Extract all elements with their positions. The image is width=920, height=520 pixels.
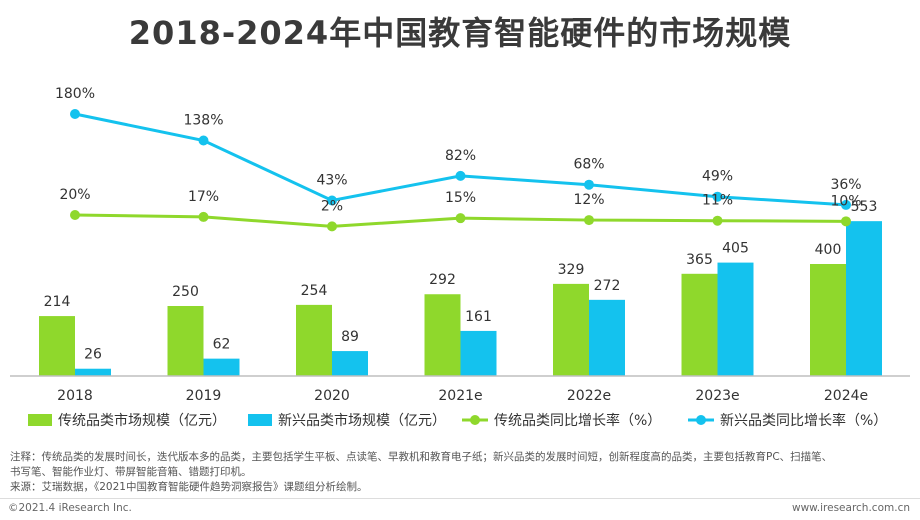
- bar-label-emerging-2019: 62: [213, 337, 231, 353]
- bar-label-emerging-2020: 89: [341, 329, 359, 345]
- bar-emerging-2021e: [460, 330, 497, 376]
- point-emerging-growth-2022e: [584, 179, 594, 190]
- line-label-traditional-2018: 20%: [59, 187, 90, 203]
- bars-layer: [39, 221, 882, 376]
- bar-traditional-2024e: [810, 264, 846, 376]
- footer-copyright: ©2021.4 iResearch Inc.: [8, 502, 132, 514]
- point-traditional-growth-2019: [198, 211, 209, 222]
- legend-item-4: 新兴品类同比增长率（%）: [688, 412, 887, 429]
- legend-label: 新兴品类同比增长率（%）: [720, 412, 887, 429]
- bar-emerging-2020: [332, 351, 368, 376]
- legend-swatch: [28, 414, 52, 426]
- point-emerging-growth-2019: [198, 135, 209, 146]
- point-traditional-growth-2022e: [584, 215, 594, 226]
- line-label-traditional-2019: 17%: [188, 189, 219, 205]
- page-title: 2018-2024年中国教育智能硬件的市场规模: [128, 14, 792, 52]
- point-traditional-growth-2018: [70, 210, 80, 221]
- bar-emerging-2024e: [846, 221, 882, 376]
- bar-label-traditional-2023e: 365: [686, 252, 713, 268]
- legend-label: 传统品类同比增长率（%）: [494, 412, 661, 429]
- legend-label: 新兴品类市场规模（亿元）: [278, 412, 446, 429]
- point-traditional-growth-2020: [327, 221, 337, 232]
- point-traditional-growth-2021e: [455, 213, 466, 224]
- legend-swatch: [248, 414, 272, 426]
- lines-layer: [70, 109, 851, 232]
- line-label-emerging-2022e: 68%: [573, 157, 604, 173]
- bar-label-emerging-2023e: 405: [722, 241, 749, 257]
- point-traditional-growth-2023e: [712, 215, 723, 226]
- point-emerging-growth-2018: [70, 109, 80, 119]
- line-label-emerging-2023e: 49%: [702, 169, 733, 185]
- bar-emerging-2022e: [589, 299, 625, 376]
- bar-label-traditional-2024e: 400: [815, 242, 842, 258]
- bar-label-emerging-2021e: 161: [465, 309, 492, 325]
- point-traditional-growth-2024e: [841, 216, 851, 227]
- x-tick-2021e: 2021e: [438, 388, 482, 404]
- x-tick-2022e: 2022e: [567, 388, 611, 404]
- x-tick-2024e: 2024e: [824, 388, 868, 404]
- bar-label-traditional-2021e: 292: [429, 272, 456, 288]
- footer-website[interactable]: www.iresearch.com.cn: [791, 502, 910, 514]
- bar-label-emerging-2018: 26: [84, 347, 102, 363]
- line-label-emerging-2018: 180%: [55, 86, 95, 102]
- legend: 传统品类市场规模（亿元） 新兴品类市场规模（亿元） 传统品类同比增长率（%） 新兴品类…: [28, 412, 887, 429]
- point-emerging-growth-2020: [327, 195, 337, 206]
- bar-emerging-2018: [75, 368, 111, 376]
- bar-traditional-2021e: [424, 294, 461, 376]
- legend-marker: [470, 415, 480, 425]
- bar-label-emerging-2022e: 272: [594, 278, 621, 294]
- line-label-emerging-2019: 138%: [183, 113, 223, 129]
- labels-layer: 214 26 2018 250 62 2019 254 89 2020 292 161 2021e 32…: [44, 86, 878, 404]
- line-label-emerging-2021e: 82%: [445, 148, 476, 164]
- line-label-traditional-2022e: 12%: [573, 192, 604, 208]
- line-label-traditional-2021e: 15%: [445, 190, 476, 206]
- legend-item-3: 传统品类同比增长率（%）: [462, 412, 661, 429]
- bar-label-traditional-2022e: 329: [558, 262, 585, 278]
- line-label-emerging-2020: 43%: [316, 172, 347, 188]
- legend-label: 传统品类市场规模（亿元）: [58, 412, 226, 429]
- bar-label-traditional-2018: 214: [44, 294, 71, 310]
- point-emerging-growth-2021e: [455, 170, 466, 181]
- bar-traditional-2020: [296, 304, 332, 376]
- footnote-note-line2: 书写笔、智能作业灯、带屏智能音箱、错题打印机。: [10, 466, 252, 478]
- footnote-source: 来源：艾瑞数据，《2021中国教育智能硬件趋势洞察报告》课题组分析绘制。: [10, 481, 368, 493]
- legend-item-2: 新兴品类市场规模（亿元）: [248, 412, 446, 429]
- line-label-emerging-2024e: 36%: [830, 177, 861, 193]
- x-tick-2019: 2019: [186, 388, 222, 404]
- footer-divider: [0, 498, 920, 499]
- bar-emerging-2019: [203, 358, 240, 376]
- x-tick-2018: 2018: [57, 388, 93, 404]
- bar-traditional-2018: [39, 316, 75, 376]
- bar-label-traditional-2019: 250: [172, 284, 199, 300]
- bar-label-emerging-2024e: 553: [851, 199, 878, 215]
- line-label-traditional-2020: 2%: [321, 198, 343, 214]
- bar-traditional-2022e: [553, 283, 589, 376]
- footnote-note-line1: 注释：传统品类的发展时间长，迭代版本多的品类，主要包括学生平板、点读笔、早教机和…: [10, 451, 833, 463]
- bar-traditional-2023e: [681, 273, 718, 376]
- bar-label-traditional-2020: 254: [301, 283, 328, 299]
- line-label-traditional-2023e: 11%: [702, 193, 733, 209]
- line-label-traditional-2024e: 10%: [830, 193, 861, 209]
- point-emerging-growth-2024e: [841, 199, 851, 210]
- point-emerging-growth-2023e: [712, 191, 723, 202]
- legend-item-1: 传统品类市场规模（亿元）: [28, 412, 226, 429]
- bar-traditional-2019: [167, 306, 204, 376]
- x-tick-2023e: 2023e: [695, 388, 739, 404]
- x-tick-2020: 2020: [314, 388, 350, 404]
- bar-emerging-2023e: [717, 262, 754, 376]
- legend-marker: [696, 415, 706, 425]
